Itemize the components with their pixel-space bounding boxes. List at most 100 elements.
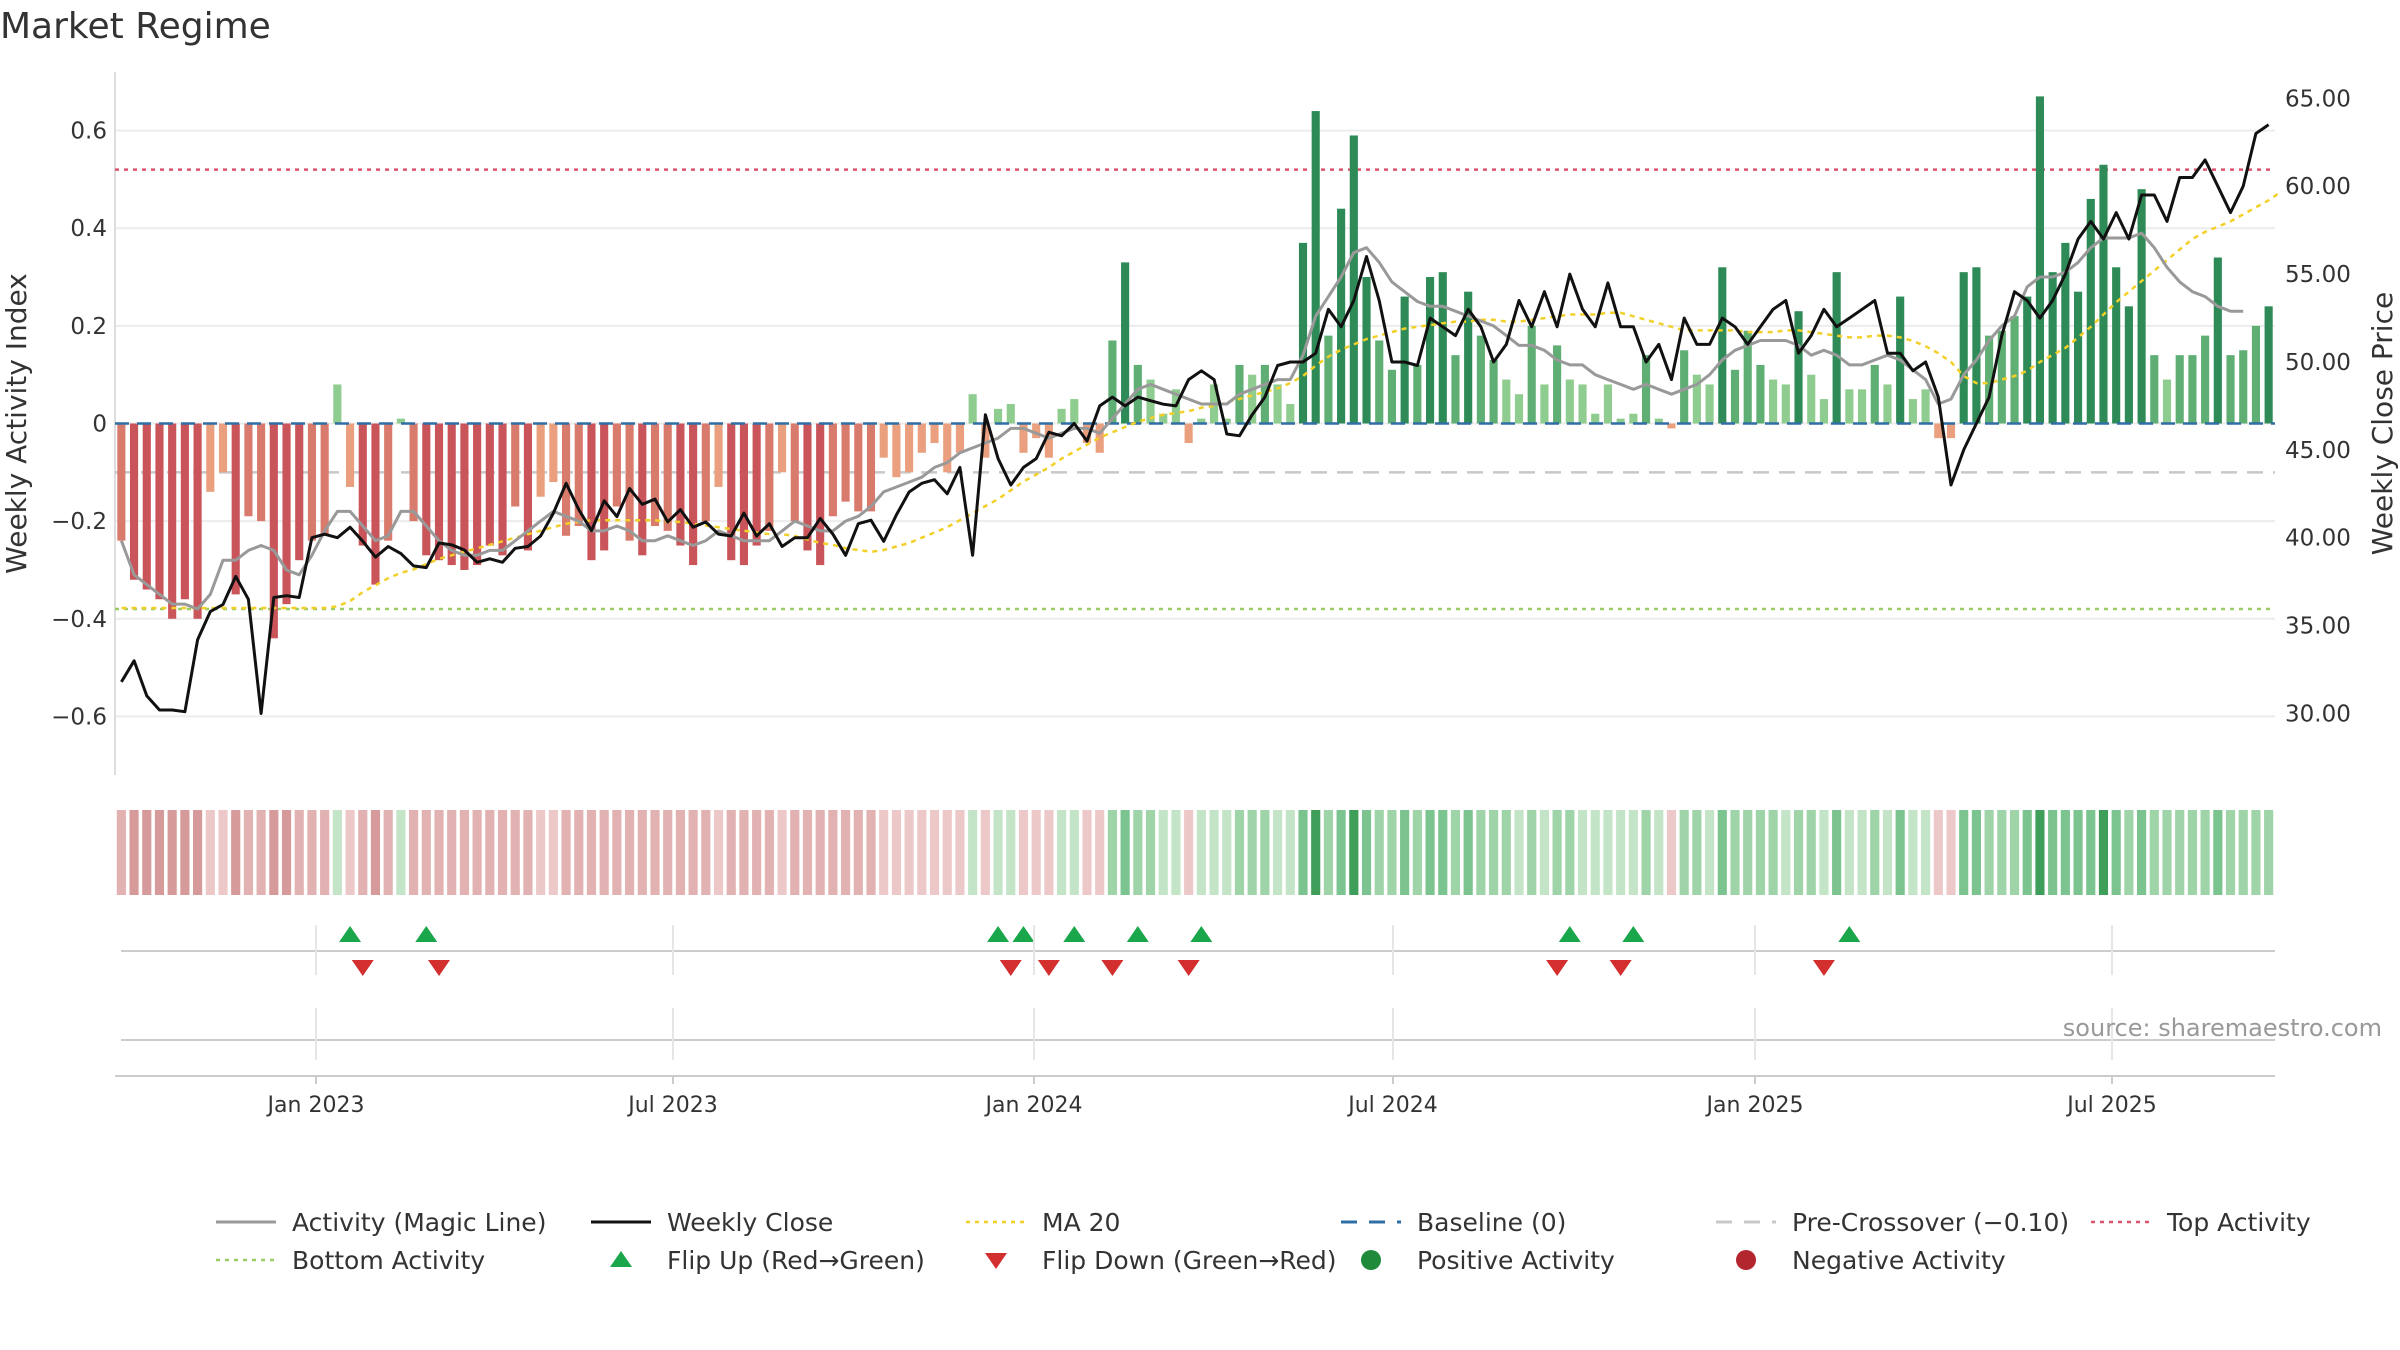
heat-strip-cell (675, 810, 685, 895)
heat-strip-cell (142, 810, 152, 895)
activity-bar (803, 423, 812, 551)
heat-strip-cell (1921, 810, 1931, 895)
heat-strip-cell (2073, 810, 2083, 895)
heat-strip-cell (180, 810, 190, 895)
activity-bar (739, 423, 749, 566)
heat-strip-cell (523, 810, 533, 895)
activity-bar (638, 423, 647, 556)
activity-bar (1654, 418, 1663, 424)
right-tick-label: 65.00 (2285, 86, 2351, 112)
heat-strip-cell (1438, 810, 1448, 895)
legend-item: Positive Activity (1339, 1242, 1615, 1278)
flip-up-marker (1063, 926, 1086, 942)
heat-strip-cell (713, 810, 724, 895)
activity-bar (2112, 267, 2121, 424)
heat-strip-cell (968, 810, 978, 895)
activity-bar (1413, 364, 1422, 424)
activity-bar (2035, 96, 2045, 424)
activity-bar (193, 423, 202, 619)
activity-bar (2226, 355, 2235, 424)
activity-bar (231, 423, 240, 595)
activity-bar (574, 423, 583, 527)
activity-bar (968, 394, 977, 424)
heat-strip-cell (510, 810, 520, 895)
heat-strip-cell (942, 810, 952, 895)
activity-bar (523, 423, 533, 551)
activity-bar (320, 423, 329, 536)
activity-bar (790, 423, 799, 522)
activity-bar (561, 423, 571, 536)
activity-bar (1794, 311, 1803, 424)
activity-bar (930, 423, 939, 444)
activity-bar (1032, 423, 1041, 439)
activity-bar (460, 423, 469, 570)
heat-strip-cell (485, 810, 495, 895)
activity-bar (1667, 423, 1676, 429)
left-tick-label: 0.6 (70, 119, 107, 145)
activity-bar (1553, 345, 1562, 424)
activity-bar (1680, 350, 1689, 424)
activity-bar (1997, 330, 2006, 424)
heat-strip-cell (917, 810, 927, 895)
activity-bar (434, 423, 444, 561)
flip-down-marker (1177, 960, 1200, 976)
heat-strip-cell (1006, 810, 1016, 895)
heat-strip-cell (1806, 810, 1816, 895)
legend-label: Bottom Activity (292, 1245, 486, 1275)
activity-bar (955, 423, 965, 453)
activity-bar (1197, 418, 1206, 424)
heat-strip-cell (1781, 810, 1791, 895)
activity-bar (1057, 408, 1066, 424)
heat-strip-cell (586, 810, 597, 895)
heat-strip-cell (802, 810, 813, 895)
heat-strip-cell (1476, 810, 1486, 895)
heat-strip-cell (459, 810, 469, 895)
activity-bar (1629, 413, 1638, 424)
heat-strip-cell (828, 810, 838, 895)
heat-strip-cell (2162, 810, 2172, 895)
heat-strip-cell (1234, 810, 1245, 895)
dashed-legend-icon (1341, 1220, 1401, 1224)
activity-bar (1578, 384, 1587, 424)
activity-bar (1921, 389, 1930, 424)
triangle-down-legend-icon (985, 1253, 1007, 1269)
flip-down-marker (1812, 960, 1835, 976)
heat-strip-cell (116, 810, 126, 895)
heat-strip-cell (1793, 810, 1804, 895)
legend-item: Bottom Activity (214, 1242, 485, 1278)
activity-bar (1502, 379, 1511, 424)
heat-strip-cell (1057, 810, 1067, 895)
legend-item: Activity (Magic Line) (214, 1204, 546, 1240)
activity-bar (2137, 189, 2146, 424)
activity-bar (282, 423, 291, 605)
activity-bar (828, 423, 837, 517)
heat-strip-cell (536, 810, 546, 895)
heat-strip-cell (1565, 810, 1575, 895)
activity-bar (1527, 325, 1536, 424)
heat-strip-cell (1882, 810, 1893, 895)
activity-bar (473, 423, 482, 566)
heat-strip-cell (345, 810, 355, 895)
x-tick-label: Jan 2024 (984, 1093, 1083, 1118)
legend-item: Negative Activity (1714, 1242, 2006, 1278)
heat-strip-cell (777, 810, 787, 895)
heat-strip-cell (1209, 810, 1219, 895)
heat-strip-cell (2149, 810, 2159, 895)
dotted-legend-icon (966, 1220, 1026, 1224)
activity-bar (1375, 340, 1384, 424)
activity-bar (981, 423, 990, 458)
x-tick-label: Jul 2023 (626, 1093, 718, 1118)
heat-strip-cell (993, 810, 1003, 895)
legend-item: Top Activity (2089, 1204, 2311, 1240)
heat-strip-cell (1463, 810, 1473, 895)
circle-legend-icon (1361, 1250, 1381, 1270)
heat-strip-cell (167, 810, 177, 895)
heat-strip-cell (853, 810, 863, 895)
heat-strip-cell (129, 810, 139, 895)
activity-bar (1451, 355, 1460, 424)
activity-bar (2099, 164, 2108, 424)
heat-strip-cell (1590, 810, 1600, 895)
heat-strip-cell (548, 810, 558, 895)
legend-label: Flip Up (Red→Green) (667, 1245, 925, 1275)
